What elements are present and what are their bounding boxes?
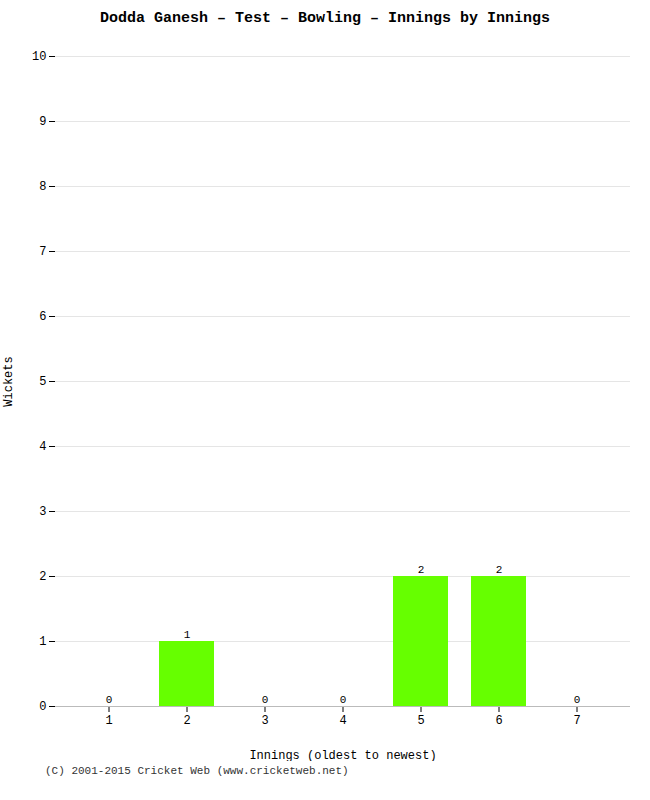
svg-text:5: 5	[417, 714, 424, 728]
svg-text:3: 3	[39, 505, 46, 519]
svg-text:2: 2	[39, 570, 46, 584]
html-text:(C) 2001-2015 Cricket Web (www: (C) 2001-2015 Cricket Web (www.cricketwe…	[45, 765, 349, 777]
svg-text:Wickets: Wickets	[2, 356, 16, 406]
svg-text:2: 2	[183, 714, 190, 728]
svg-text:2: 2	[418, 564, 425, 576]
svg-text:4: 4	[339, 714, 346, 728]
html-text:Dodda Ganesh – Test – Bowling: Dodda Ganesh – Test – Bowling – Innings …	[100, 10, 550, 27]
svg-text:0: 0	[340, 694, 347, 706]
svg-text:7: 7	[39, 245, 46, 259]
svg-text:7: 7	[573, 714, 580, 728]
svg-text:4: 4	[39, 440, 46, 454]
svg-text:3: 3	[261, 714, 268, 728]
svg-text:9: 9	[39, 115, 46, 129]
svg-text:1: 1	[105, 714, 112, 728]
svg-text:6: 6	[39, 310, 46, 324]
svg-text:2: 2	[496, 564, 503, 576]
svg-text:1: 1	[184, 629, 191, 641]
svg-text:10: 10	[32, 50, 46, 64]
svg-text:1: 1	[39, 635, 46, 649]
svg-text:0: 0	[39, 700, 46, 714]
svg-text:6: 6	[495, 714, 502, 728]
svg-text:0: 0	[574, 694, 581, 706]
svg-text:8: 8	[39, 180, 46, 194]
svg-text:0: 0	[106, 694, 113, 706]
svg-text:5: 5	[39, 375, 46, 389]
svg-text:0: 0	[262, 694, 269, 706]
svg-text:Innings (oldest to newest): Innings (oldest to newest)	[249, 749, 436, 762]
